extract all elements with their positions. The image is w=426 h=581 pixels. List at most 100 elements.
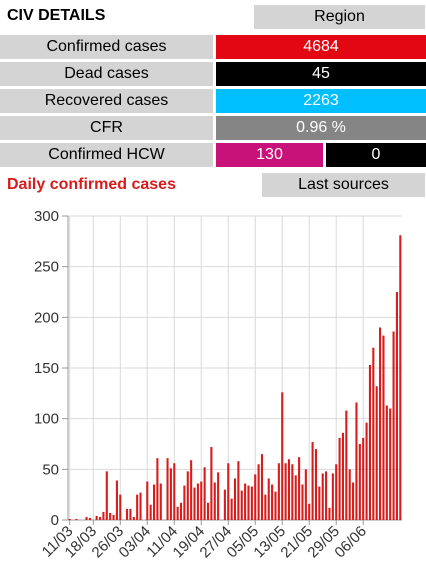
bar	[125, 508, 129, 520]
bar	[88, 517, 91, 520]
bar	[210, 447, 213, 520]
confirmed-hcw-label: Confirmed HCW	[0, 143, 213, 167]
bar	[200, 481, 203, 520]
bar	[227, 463, 230, 520]
bar	[176, 506, 179, 520]
y-tick-label: 250	[34, 259, 59, 276]
bar	[358, 444, 361, 520]
bar	[99, 516, 102, 520]
confirmed-hcw-value: 130	[216, 143, 323, 167]
bar	[139, 492, 142, 520]
dead-cases-label: Dead cases	[0, 62, 213, 86]
bar	[368, 364, 371, 520]
confirmed-hcw-secondary-value: 0	[326, 143, 426, 167]
bar	[179, 502, 183, 520]
x-tick-label: 06/06	[331, 523, 370, 562]
confirmed-cases-value: 4684	[216, 35, 426, 59]
bar	[284, 463, 287, 520]
bar	[95, 515, 98, 520]
y-tick-label: 200	[34, 309, 59, 326]
bar	[304, 469, 307, 520]
bar	[294, 475, 297, 520]
cfr-label: CFR	[0, 116, 213, 140]
bar	[274, 491, 277, 520]
y-tick-label: 150	[34, 360, 59, 377]
confirmed-cases-label: Confirmed cases	[0, 35, 213, 59]
bar	[375, 386, 378, 520]
bar	[190, 460, 193, 520]
bar	[159, 483, 162, 520]
bar	[85, 516, 88, 520]
bar	[196, 483, 199, 520]
bar	[281, 392, 284, 520]
bar	[257, 464, 260, 520]
bar	[105, 471, 108, 520]
bar	[132, 516, 135, 520]
bar	[213, 482, 216, 520]
bar	[75, 518, 78, 520]
bar	[335, 464, 338, 520]
bar	[156, 458, 159, 520]
bar	[247, 485, 250, 520]
bar	[392, 331, 395, 520]
daily-cases-chart: 05010015020025030011/0318/0326/0303/0411…	[34, 208, 402, 562]
bar	[193, 487, 196, 520]
bar	[250, 486, 253, 520]
bar	[183, 485, 186, 520]
y-tick-label: 100	[34, 411, 59, 428]
y-tick-label: 0	[51, 512, 59, 529]
bar	[355, 402, 358, 520]
bar	[203, 467, 206, 520]
bar	[314, 449, 318, 520]
bar	[68, 518, 71, 520]
bar	[267, 478, 270, 520]
bar	[169, 468, 172, 520]
bar	[341, 432, 345, 520]
bar	[277, 463, 280, 520]
page-title: CIV DETAILS	[7, 7, 106, 24]
bar	[254, 474, 257, 520]
bar	[362, 437, 365, 520]
last-sources-button[interactable]: Last sources	[262, 173, 425, 197]
bar	[217, 472, 220, 520]
bar	[308, 503, 311, 520]
bar	[146, 481, 149, 520]
bar	[399, 235, 402, 520]
bar	[102, 511, 105, 520]
bar	[173, 463, 176, 520]
bar	[260, 454, 264, 520]
bar	[325, 471, 328, 520]
bar	[271, 484, 274, 520]
bar	[206, 502, 210, 520]
dead-cases-value: 45	[216, 62, 426, 86]
bar	[264, 494, 267, 520]
x-tick-label: 03/04	[116, 523, 155, 562]
bar	[318, 486, 321, 520]
bar	[365, 422, 368, 520]
bar	[244, 483, 247, 520]
bar	[166, 458, 169, 520]
bar	[240, 490, 243, 520]
daily-cases-title: Daily confirmed cases	[7, 176, 176, 193]
region-button[interactable]: Region	[254, 5, 425, 29]
bar	[287, 459, 291, 520]
bar	[301, 484, 304, 520]
bar	[328, 507, 331, 520]
bar	[379, 327, 382, 520]
bar	[338, 437, 341, 520]
bar	[389, 408, 392, 520]
recovered-cases-value: 2263	[216, 89, 426, 113]
recovered-cases-label: Recovered cases	[0, 89, 213, 113]
bar	[385, 405, 388, 520]
cfr-value: 0.96 %	[216, 116, 426, 140]
y-tick-label: 300	[34, 208, 59, 225]
bar	[237, 461, 240, 520]
bar	[149, 504, 152, 520]
bar	[230, 498, 233, 520]
y-tick-label: 50	[42, 461, 59, 478]
bar	[129, 508, 132, 520]
bar	[186, 471, 189, 520]
bar	[345, 410, 348, 520]
bar	[311, 441, 314, 520]
bar	[372, 347, 375, 520]
